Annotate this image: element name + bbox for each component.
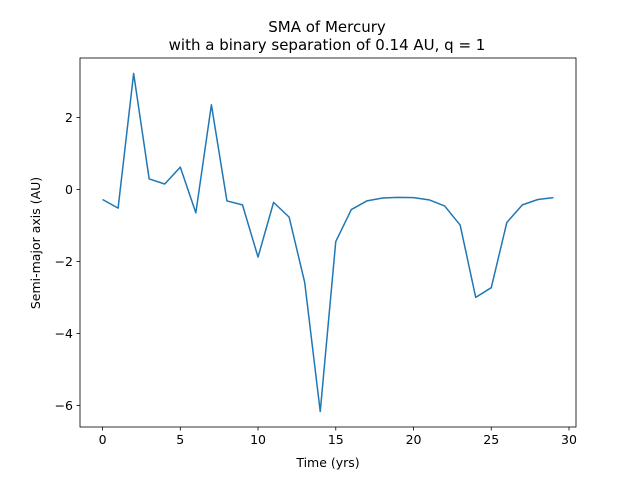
axes-frame (79, 57, 577, 428)
x-tick-label-0: 0 (99, 432, 107, 447)
y-axis-label: Semi-major axis (AU) (28, 177, 43, 309)
chart-title: SMA of Mercury (268, 18, 386, 36)
x-tick-label-2: 10 (250, 432, 266, 447)
chart-subtitle: with a binary separation of 0.14 AU, q =… (169, 36, 486, 54)
y-tick-label-0: −6 (55, 398, 73, 413)
x-tick-label-3: 15 (328, 432, 344, 447)
y-tick-label-4: 2 (65, 110, 73, 125)
series-line-0 (102, 72, 554, 413)
x-tick-label-1: 5 (176, 432, 184, 447)
x-tick-label-4: 20 (406, 432, 422, 447)
x-tick-label-6: 30 (561, 432, 577, 447)
x-tick-label-5: 25 (483, 432, 499, 447)
y-tick-label-1: −4 (55, 326, 73, 341)
y-tick-label-2: −2 (55, 254, 73, 269)
plot-area: 0 5 10 15 20 25 30 −6 −4 −2 0 2 (55, 57, 577, 447)
y-tick-label-3: 0 (65, 182, 73, 197)
x-axis-label: Time (yrs) (295, 455, 359, 470)
